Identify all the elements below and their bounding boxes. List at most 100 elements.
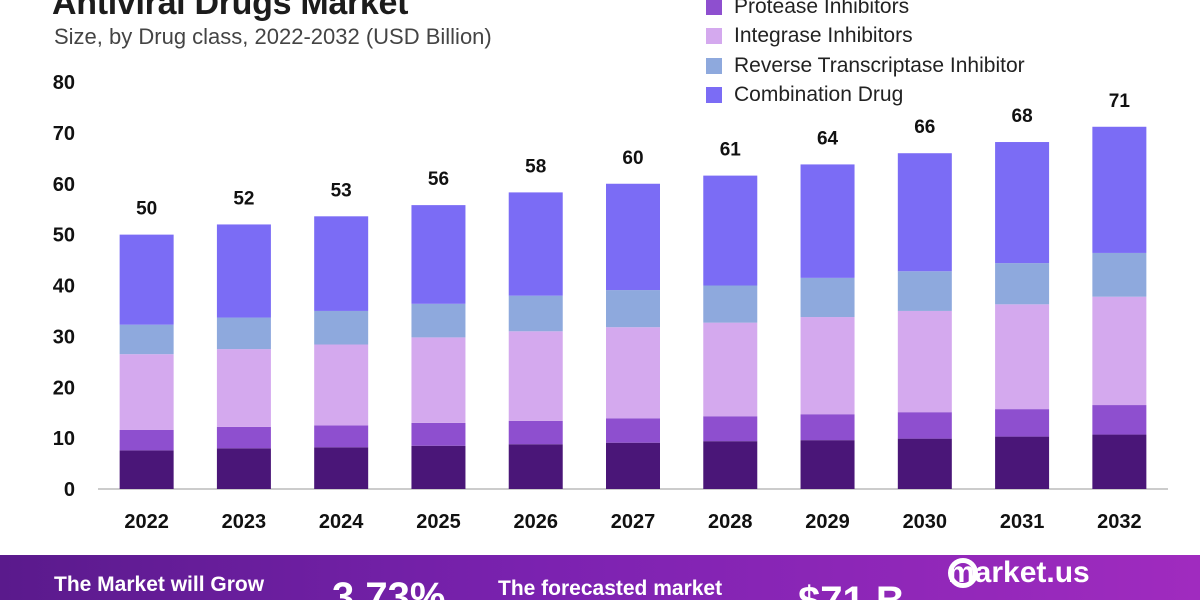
bar-segment-2030-series-3 xyxy=(897,271,952,311)
brand-name: market.us xyxy=(948,556,1090,589)
x-tick-label-2032: 2032 xyxy=(1097,511,1142,533)
bar-segment-2032-series-3 xyxy=(1092,252,1147,297)
bar-total-label-2023: 52 xyxy=(233,188,254,209)
bar-segment-2024-series-4 xyxy=(314,216,369,311)
y-tick-label-0: 0 xyxy=(64,479,75,501)
bar-segment-2032-series-4 xyxy=(1092,126,1147,253)
bar-segment-2027-series-0 xyxy=(606,442,660,489)
bar-segment-2025-series-4 xyxy=(411,205,466,304)
bar-segment-2029-series-2 xyxy=(800,317,855,415)
bar-segment-2029-series-1 xyxy=(800,414,855,441)
banner-forecast-text: The forecasted market xyxy=(498,577,723,600)
bar-segment-2023-series-1 xyxy=(216,426,271,449)
bar-segment-2025-series-2 xyxy=(411,337,466,423)
legend-item-protease: Protease Inhibitors xyxy=(706,0,1166,22)
legend-item-combination: Combination Drug xyxy=(706,81,1166,111)
y-tick-label-60: 60 xyxy=(53,174,75,196)
bar-segment-2031-series-2 xyxy=(995,304,1050,410)
legend-label-integrase: Integrase Inhibitors xyxy=(734,24,913,48)
bar-segment-2028-series-2 xyxy=(703,322,758,417)
x-tick-label-2028: 2028 xyxy=(708,511,753,533)
x-tick-label-2025: 2025 xyxy=(416,511,461,533)
stacked-bar-chart: 0102030405060708050202252202353202456202… xyxy=(53,72,1168,533)
banner-grow-text: The Market will Grow xyxy=(54,573,265,596)
bar-segment-2030-series-2 xyxy=(897,310,952,413)
bar-segment-2032-series-2 xyxy=(1092,296,1147,406)
bar-segment-2024-series-3 xyxy=(314,310,369,345)
bar-total-label-2022: 50 xyxy=(136,199,157,220)
bar-segment-2029-series-0 xyxy=(800,440,855,489)
bar-segment-2025-series-3 xyxy=(411,303,466,338)
bar-total-label-2032: 71 xyxy=(1109,91,1131,112)
bar-segment-2030-series-0 xyxy=(897,438,952,489)
bar-segment-2022-series-3 xyxy=(119,324,174,355)
chart-subtitle: Size, by Drug class, 2022-2032 (USD Bill… xyxy=(54,24,492,49)
chart-legend: Protease Inhibitors Integrase Inhibitors… xyxy=(706,0,1166,110)
bar-segment-2028-series-3 xyxy=(703,285,758,323)
bar-segment-2028-series-0 xyxy=(703,441,758,489)
bar-segment-2022-series-0 xyxy=(119,450,174,489)
y-tick-label-70: 70 xyxy=(53,123,75,145)
bar-segment-2030-series-4 xyxy=(897,153,952,272)
bar-segment-2031-series-3 xyxy=(995,263,1050,305)
bar-segment-2032-series-1 xyxy=(1092,405,1147,435)
bar-segment-2028-series-1 xyxy=(703,416,758,442)
x-tick-label-2023: 2023 xyxy=(222,511,267,533)
bar-total-label-2030: 66 xyxy=(914,117,935,138)
bar-segment-2031-series-1 xyxy=(995,409,1050,437)
legend-swatch-integrase xyxy=(706,28,722,45)
bar-segment-2023-series-0 xyxy=(216,448,271,489)
bar-segment-2023-series-2 xyxy=(216,349,271,427)
bar-segment-2023-series-3 xyxy=(216,317,271,350)
x-tick-label-2029: 2029 xyxy=(805,511,850,533)
bar-segment-2028-series-4 xyxy=(703,175,758,286)
bar-segment-2022-series-2 xyxy=(119,354,174,430)
x-tick-label-2030: 2030 xyxy=(903,511,948,533)
bar-total-label-2027: 60 xyxy=(622,148,643,169)
bar-segment-2027-series-4 xyxy=(606,183,660,291)
bar-segment-2022-series-4 xyxy=(119,234,174,325)
bar-segment-2031-series-0 xyxy=(995,436,1050,489)
bar-segment-2030-series-1 xyxy=(897,412,952,439)
y-tick-label-30: 30 xyxy=(53,326,75,348)
bar-segment-2026-series-4 xyxy=(508,192,563,296)
x-tick-label-2024: 2024 xyxy=(319,511,364,533)
bar-segment-2024-series-1 xyxy=(314,425,369,448)
bar-segment-2026-series-2 xyxy=(508,331,563,421)
bar-segment-2027-series-2 xyxy=(606,327,660,419)
bar-segment-2025-series-0 xyxy=(411,445,466,489)
legend-swatch-protease xyxy=(706,0,722,15)
y-tick-label-20: 20 xyxy=(53,377,75,399)
bar-segment-2027-series-1 xyxy=(606,418,660,443)
bar-segment-2026-series-0 xyxy=(508,444,563,489)
bar-segment-2022-series-1 xyxy=(119,429,174,451)
legend-swatch-reverse-transcriptase xyxy=(706,57,722,74)
legend-swatch-combination xyxy=(706,87,722,104)
bar-segment-2024-series-2 xyxy=(314,344,369,426)
y-tick-label-80: 80 xyxy=(53,72,75,94)
bar-segment-2031-series-4 xyxy=(995,142,1050,264)
legend-item-reverse-transcriptase: Reverse Transcriptase Inhibitor xyxy=(706,51,1166,81)
banner-cagr: 3.73% xyxy=(332,575,446,600)
legend-item-integrase: Integrase Inhibitors xyxy=(706,22,1166,52)
bar-total-label-2029: 64 xyxy=(817,128,839,149)
bar-segment-2029-series-4 xyxy=(800,164,855,278)
bar-segment-2025-series-1 xyxy=(411,422,466,446)
bar-segment-2026-series-1 xyxy=(508,420,563,445)
banner-market-value: $71 B xyxy=(798,579,905,600)
y-tick-label-40: 40 xyxy=(53,276,75,298)
x-tick-label-2031: 2031 xyxy=(1000,511,1045,533)
brand-logo-icon xyxy=(948,558,978,588)
y-tick-label-50: 50 xyxy=(53,225,75,247)
bar-total-label-2028: 61 xyxy=(720,140,742,161)
bar-total-label-2025: 56 xyxy=(428,169,449,190)
bar-segment-2029-series-3 xyxy=(800,277,855,318)
bar-segment-2023-series-4 xyxy=(216,224,271,318)
chart-title: Antiviral Drugs Market xyxy=(52,0,409,22)
bottom-banner: The Market will Grow 3.73% The forecaste… xyxy=(0,555,1200,600)
bar-total-label-2024: 53 xyxy=(331,180,352,201)
bar-total-label-2026: 58 xyxy=(525,156,546,177)
bar-segment-2026-series-3 xyxy=(508,295,563,332)
legend-label-reverse-transcriptase: Reverse Transcriptase Inhibitor xyxy=(734,53,1025,77)
x-tick-label-2022: 2022 xyxy=(124,511,169,533)
